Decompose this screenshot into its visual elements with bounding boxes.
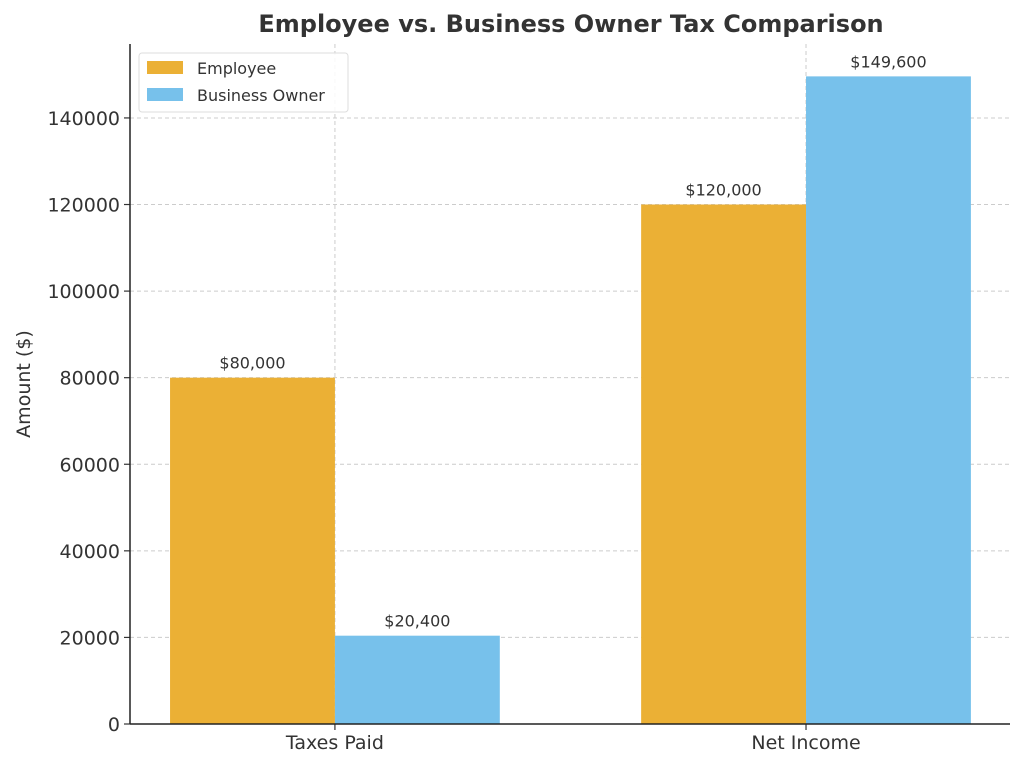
legend-swatch (147, 88, 183, 101)
bar-value-label: $80,000 (219, 354, 285, 373)
bar-value-label: $149,600 (850, 52, 926, 71)
bar-employee (170, 377, 335, 724)
y-tick-label: 0 (108, 714, 120, 736)
y-tick-label: 20000 (60, 627, 120, 649)
y-tick-label: 140000 (47, 108, 120, 130)
legend-swatch (147, 61, 183, 74)
bar-value-label: $20,400 (384, 612, 450, 631)
x-tick-label: Net Income (751, 732, 860, 754)
legend: Employee Business Owner (138, 52, 349, 113)
y-tick-label: 60000 (60, 454, 120, 476)
bar-employee (641, 204, 807, 725)
y-axis-label: Amount ($) (13, 330, 35, 438)
bar-business-owner (334, 635, 500, 724)
y-tick-label: 80000 (60, 368, 120, 390)
y-tick-label: 120000 (47, 195, 120, 217)
bar-business-owner (806, 76, 971, 724)
legend-label: Employee (197, 59, 276, 78)
legend-label: Business Owner (197, 86, 325, 105)
y-tick-label: 100000 (47, 281, 120, 303)
x-tick-label: Taxes Paid (285, 732, 384, 754)
y-tick-label: 40000 (60, 541, 120, 563)
chart-title: Employee vs. Business Owner Tax Comparis… (258, 10, 883, 38)
legend-frame (138, 52, 349, 113)
bar-value-label: $120,000 (685, 181, 761, 200)
